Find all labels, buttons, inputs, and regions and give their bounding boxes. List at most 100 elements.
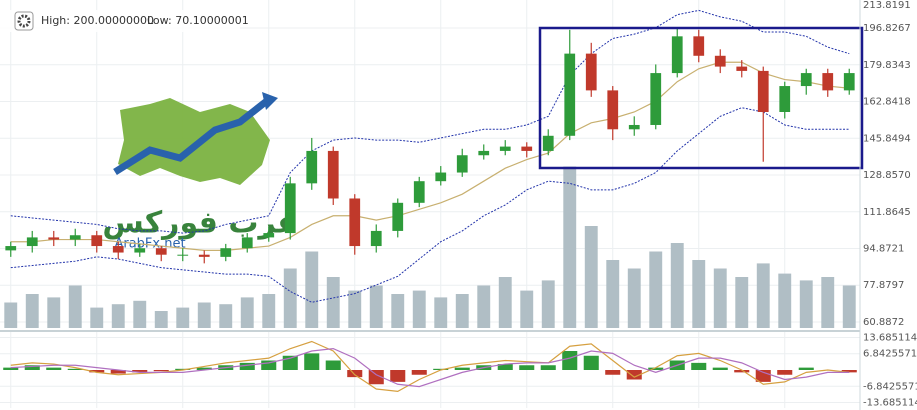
high-label: High: 200.00000000 <box>41 14 154 27</box>
candle-body <box>370 230 382 247</box>
volume-bar <box>4 302 18 328</box>
y-tick-label: 213.8191 <box>863 0 911 11</box>
gear-icon <box>17 14 31 28</box>
candle-body <box>521 146 533 151</box>
candle-body <box>693 36 705 56</box>
logo-latin: ArabFx.net <box>114 237 185 252</box>
macd-bar <box>605 370 621 375</box>
volume-bar <box>477 285 491 328</box>
candle-body <box>843 73 855 91</box>
macd-bar <box>841 370 857 373</box>
candle-body <box>48 237 60 240</box>
volume-bar <box>154 311 168 328</box>
macd-bar <box>368 370 384 385</box>
volume-bar <box>649 251 663 328</box>
volume-bar <box>369 285 383 328</box>
macd-bar <box>347 370 363 378</box>
volume-bar <box>455 294 469 328</box>
candle-body <box>349 198 361 247</box>
y-tick-label: 111.8645 <box>863 207 911 218</box>
macd-bar <box>755 370 771 382</box>
macd-bar <box>196 367 212 370</box>
volume-bar <box>240 297 254 328</box>
volume-bar <box>391 294 405 328</box>
indicator-line <box>10 61 850 251</box>
volume-bar <box>90 307 104 328</box>
macd-bar <box>3 367 19 370</box>
candle-body <box>5 246 17 251</box>
y-tick-label: -6.84255719 <box>863 381 917 392</box>
candle-body <box>327 150 339 199</box>
macd-bar <box>153 370 169 372</box>
volume-bar <box>821 277 835 328</box>
macd-bar <box>497 364 513 370</box>
volume-bar <box>47 297 61 328</box>
candle-body <box>241 237 253 249</box>
candle-body <box>306 150 318 184</box>
macd-bar <box>67 368 83 370</box>
macd-bar <box>562 351 578 370</box>
macd-bar <box>132 370 148 373</box>
macd-bar <box>261 360 277 370</box>
candle-body <box>800 73 812 87</box>
volume-bar <box>584 226 598 328</box>
y-tick-label: 128.8570 <box>863 170 911 181</box>
candle-body <box>736 66 748 71</box>
volume-bar <box>606 260 620 328</box>
volume-bar <box>692 260 706 328</box>
volume-bar <box>434 297 448 328</box>
volume-bar <box>670 243 684 328</box>
candle-body <box>822 73 834 91</box>
macd-bar <box>46 367 62 370</box>
candle-body <box>650 73 662 125</box>
candle-body <box>628 124 640 130</box>
candle-body <box>435 172 447 182</box>
candle-body <box>714 55 726 67</box>
macd-bar <box>24 365 40 370</box>
logo-map <box>118 98 270 185</box>
y-tick-label: -13.6851143 <box>863 398 917 409</box>
volume-bar <box>197 302 211 328</box>
candle-body <box>542 135 554 151</box>
volume-bar <box>756 263 770 328</box>
y-tick-label: 94.8721 <box>863 243 904 254</box>
candle-body <box>757 70 769 112</box>
candle-body <box>585 53 597 91</box>
volume-bar <box>563 166 577 328</box>
candle-body <box>499 146 511 151</box>
y-tick-label: 6.84255719 <box>863 349 917 360</box>
volume-bar <box>25 294 39 328</box>
volume-bar <box>520 290 534 328</box>
y-tick-label: 162.8418 <box>863 97 911 108</box>
indicator-line <box>10 348 850 388</box>
macd-bar <box>454 367 470 370</box>
low-label: Low: 70.10000001 <box>147 14 249 27</box>
volume-bar <box>262 294 276 328</box>
macd-bar <box>325 360 341 370</box>
y-tick-label: 60.8872 <box>863 317 904 328</box>
candle-body <box>392 202 404 231</box>
volume-bar <box>627 268 641 328</box>
macd-bar <box>89 370 105 373</box>
highlight-box <box>538 26 864 170</box>
logo-arrowhead <box>262 92 278 110</box>
volume-bar <box>541 280 555 328</box>
candle-body <box>413 181 425 203</box>
macd-bar <box>304 353 320 370</box>
macd-bar <box>626 370 642 380</box>
macd-bar <box>691 362 707 370</box>
volume-bar <box>735 277 749 328</box>
volume-bar <box>713 268 727 328</box>
candle-body <box>284 183 296 234</box>
macd-bar <box>390 370 406 382</box>
header-bg <box>0 10 240 32</box>
y-tick-label: 145.8494 <box>863 133 911 144</box>
macd-bar <box>712 367 728 370</box>
candle-body <box>456 155 468 173</box>
volume-bar <box>842 285 856 328</box>
macd-bar <box>798 367 814 370</box>
y-tick-label: 77.8797 <box>863 280 904 291</box>
volume-bar <box>305 251 319 328</box>
